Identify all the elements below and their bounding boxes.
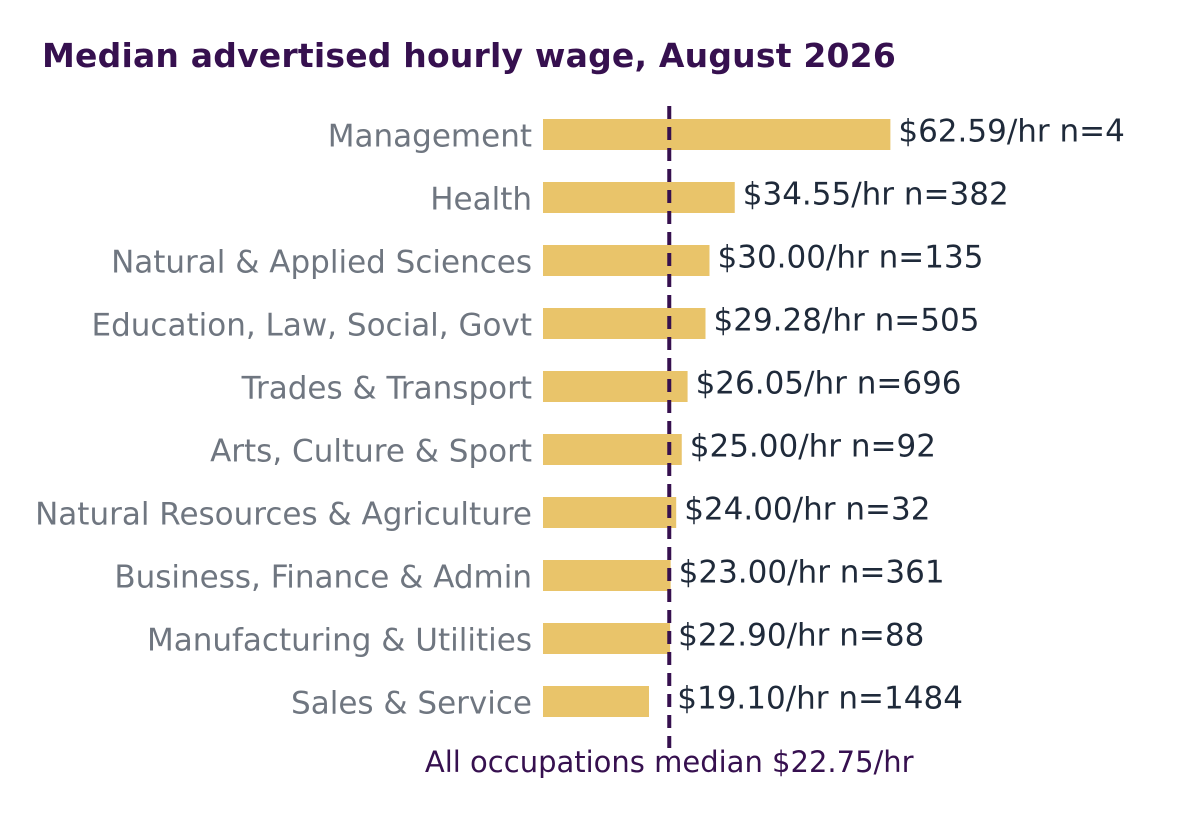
category-label-5: Arts, Culture & Sport [210, 434, 532, 470]
category-label-9: Sales & Service [291, 686, 532, 722]
bar-9 [543, 686, 650, 717]
category-label-6: Natural Resources & Agriculture [35, 497, 532, 533]
value-label-7: $23.00/hr n=361 [679, 555, 945, 591]
value-label-4: $26.05/hr n=696 [696, 366, 962, 402]
bar-4 [543, 371, 688, 402]
value-label-3: $29.28/hr n=505 [714, 303, 980, 339]
value-label-8: $22.90/hr n=88 [678, 618, 924, 654]
bar-6 [543, 497, 677, 528]
category-label-3: Education, Law, Social, Govt [92, 308, 532, 344]
category-labels-group: Management Health Natural & Applied Scienc… [35, 119, 532, 722]
category-label-2: Natural & Applied Sciences [111, 245, 532, 281]
category-label-4: Trades & Transport [241, 371, 532, 407]
category-label-7: Business, Finance & Admin [114, 560, 532, 596]
median-reference-label: All occupations median $22.75/hr [425, 745, 914, 779]
chart-title: Median advertised hourly wage, August 20… [42, 36, 897, 75]
category-label-0: Management [328, 119, 532, 155]
value-label-2: $30.00/hr n=135 [718, 240, 984, 276]
value-label-1: $34.55/hr n=382 [743, 177, 1009, 213]
value-label-9: $19.10/hr n=1484 [677, 681, 963, 717]
value-label-6: $24.00/hr n=32 [684, 492, 930, 528]
bar-2 [543, 245, 710, 276]
bar-7 [543, 560, 671, 591]
category-label-8: Manufacturing & Utilities [147, 623, 532, 659]
value-labels-group: $62.59/hr n=4 $34.55/hr n=382 $30.00/hr n=… [677, 114, 1125, 717]
bar-8 [543, 623, 671, 654]
bar-3 [543, 308, 706, 339]
value-label-0: $62.59/hr n=4 [898, 114, 1125, 150]
value-label-5: $25.00/hr n=92 [690, 429, 936, 465]
bar-0 [543, 119, 891, 150]
bar-5 [543, 434, 682, 465]
bar-1 [543, 182, 735, 213]
category-label-1: Health [430, 182, 532, 218]
bars-group [543, 119, 891, 717]
